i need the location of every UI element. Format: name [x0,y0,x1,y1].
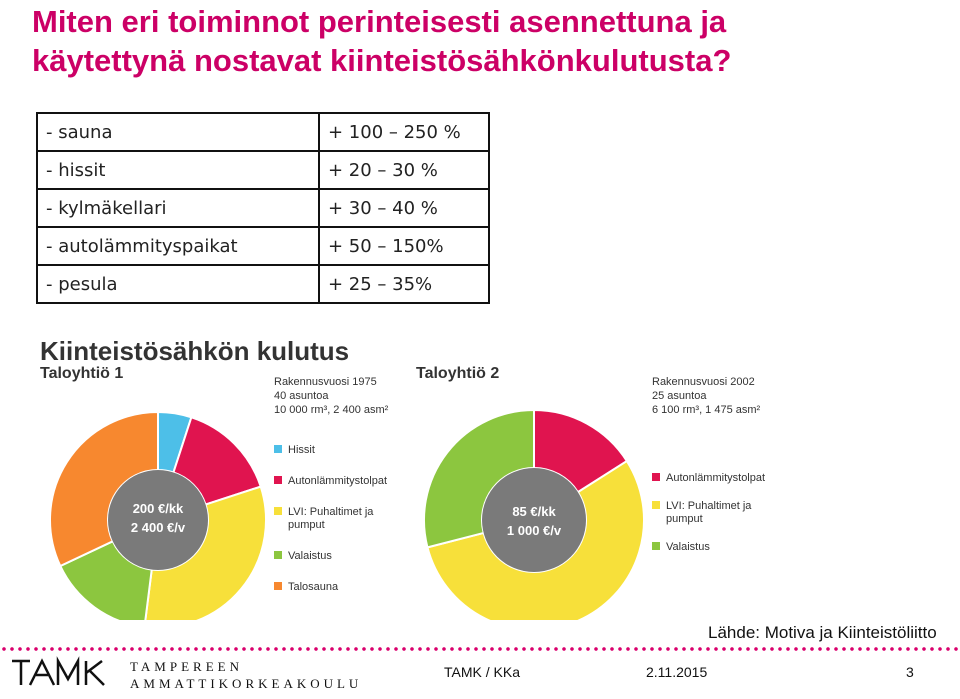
legend-swatch [652,501,660,509]
table-cell-increase: + 30 – 40 % [318,188,490,228]
chart2-center-monthly: 85 €/kk [512,504,556,519]
school-line-2: AMMATTIKORKEAKOULU [130,676,363,691]
legend-label: LVI: Puhaltimet ja pumput [288,506,374,531]
consumption-table: - sauna + 100 – 250 % - hissit + 20 – 30 % -… [36,112,490,304]
legend-swatch [274,476,282,484]
legend-label: Autonlämmitystolpat [666,472,765,484]
chart2-subtitle: Taloyhtiö 2 [416,365,499,382]
table-cell-item: - hissit [36,150,320,190]
title-line-2: käytettynä nostavat kiinteistösähkönkulu… [32,43,732,78]
chart2-info-2: 25 asuntoa [652,390,707,402]
legend-swatch [274,582,282,590]
consumption-figure: Kiinteistösähkön kulutus Taloyhtiö 1 Tal… [40,336,765,620]
tamk-logo [12,656,105,686]
table-row: - sauna + 100 – 250 % [36,112,490,152]
chart-main-title: Kiinteistösähkön kulutus [40,336,349,366]
chart1-center-monthly: 200 €/kk [133,501,184,516]
dotted-divider [0,646,960,652]
table-cell-increase: + 50 – 150% [318,226,490,266]
footer-author: TAMK / KKa [444,664,520,680]
chart2-center-yearly: 1 000 €/v [507,523,562,538]
chart1-info-2: 40 asuntoa [274,390,329,402]
legend-label: Autonlämmitystolpat [288,475,387,487]
chart1-subtitle: Taloyhtiö 1 [40,365,123,382]
legend-label: Valaistus [288,550,332,562]
chart1-legend: Hissit Autonlämmitystolpat LVI: Puhaltimet… [274,444,387,593]
donut-chart-2 [423,408,645,620]
table-row: - pesula + 25 – 35% [36,264,490,304]
table-row: - hissit + 20 – 30 % [36,150,490,190]
school-line-1: TAMPEREEN [130,659,243,674]
table-cell-increase: + 25 – 35% [318,264,490,304]
chart2-legend: Autonlämmitystolpat LVI: Puhaltimet ja pum… [652,472,765,553]
source-note: Lähde: Motiva ja Kiinteistöliitto [708,623,937,642]
donut-hole [482,468,586,572]
table-cell-increase: + 20 – 30 % [318,150,490,190]
chart1-center-yearly: 2 400 €/v [131,520,186,535]
chart1-info-1: Rakennusvuosi 1975 [274,376,377,388]
table-row: - autolämmityspaikat + 50 – 150% [36,226,490,266]
legend-swatch [652,473,660,481]
table-cell-item: - pesula [36,264,320,304]
donut-chart-1 [49,410,267,620]
donut-hole [108,470,208,570]
legend-label: Talosauna [288,581,339,593]
title-line-1: Miten eri toiminnot perinteisesti asenne… [32,4,727,39]
table-row: - kylmäkellari + 30 – 40 % [36,188,490,228]
school-name: TAMPEREEN AMMATTIKORKEAKOULU [130,658,362,692]
table-cell-item: - kylmäkellari [36,188,320,228]
legend-label: Valaistus [666,541,710,553]
legend-swatch [274,551,282,559]
legend-swatch [274,507,282,515]
slide-title: Miten eri toiminnot perinteisesti asenne… [32,2,952,80]
table-cell-item: - autolämmityspaikat [36,226,320,266]
table-cell-increase: + 100 – 250 % [318,112,490,152]
legend-label: LVI: Puhaltimet ja pumput [666,500,752,525]
legend-swatch [652,542,660,550]
legend-label: Hissit [288,444,315,456]
chart1-info-3: 10 000 rm³, 2 400 asm² [274,404,389,416]
footer-date: 2.11.2015 [646,664,708,680]
chart2-info-3: 6 100 rm³, 1 475 asm² [652,404,761,416]
chart2-info-1: Rakennusvuosi 2002 [652,376,755,388]
legend-swatch [274,445,282,453]
table-cell-item: - sauna [36,112,320,152]
footer-page-number: 3 [906,664,914,680]
